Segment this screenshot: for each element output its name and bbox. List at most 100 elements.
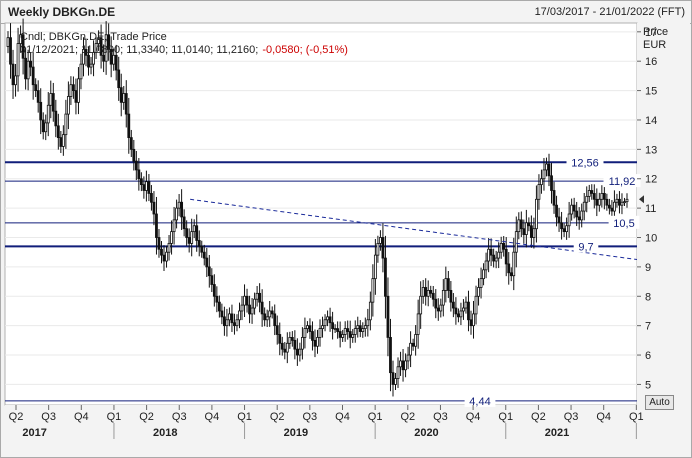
candle-body (165, 251, 168, 262)
candle-body (46, 104, 50, 124)
candle-body (356, 325, 360, 329)
candle-body (535, 198, 538, 230)
candle-body (202, 251, 206, 259)
horizontal-line-label: 10,5 (613, 218, 634, 230)
candle-body (160, 248, 163, 256)
candle-body (401, 360, 405, 371)
candle-body (519, 219, 523, 230)
candle-body (14, 75, 17, 86)
candle-body (129, 137, 133, 150)
candle-body (467, 301, 470, 321)
candle-body (600, 193, 604, 200)
candle-body (316, 337, 319, 347)
candle-body (233, 322, 236, 327)
candle-body (492, 254, 496, 262)
candle-body (421, 287, 425, 297)
candle-body (328, 316, 332, 324)
candle-body (250, 307, 254, 315)
candle-body (308, 325, 312, 332)
date-range: 17/03/2017 - 21/01/2022 (FFT) (534, 6, 685, 18)
candle-body (597, 198, 601, 206)
candle-body (114, 54, 118, 71)
horizontal-line-label-bg (464, 393, 496, 407)
candle-body (107, 34, 111, 50)
candle-body (373, 254, 377, 280)
legend-line2: 31/12/2021; 11,0800; 11,3340; 11,0140; 1… (20, 44, 348, 56)
candle-body (36, 90, 40, 103)
candle-body (220, 310, 224, 318)
candle-body (270, 310, 274, 315)
candle-body (139, 178, 143, 186)
candle-body (353, 328, 357, 335)
candle-body (389, 337, 392, 374)
legend-values: 31/12/2021; 11,0800; 11,3340; 11,0140; 1… (20, 44, 258, 56)
x-year-label: 2021 (545, 427, 569, 439)
candle-body (338, 331, 342, 338)
candle-body (39, 101, 43, 121)
candle-body (431, 292, 435, 300)
candle-body (336, 328, 340, 332)
candle-body (419, 295, 423, 315)
candle-body (575, 210, 579, 218)
candle-body (311, 331, 314, 341)
candle-body (99, 37, 103, 56)
x-quarter-label: Q4 (74, 411, 89, 423)
auto-scale-button[interactable]: Auto (645, 395, 674, 410)
trendline-line[interactable] (190, 198, 638, 261)
candle-body (351, 334, 355, 338)
candle-body (368, 301, 372, 321)
x-year-label: 2019 (284, 427, 308, 439)
y-tick-label: 15 (645, 86, 657, 98)
plot-area[interactable] (4, 22, 638, 406)
last-price-marker (639, 195, 644, 204)
candle-body (132, 148, 136, 162)
candle-body (394, 378, 397, 385)
candle-body (273, 313, 277, 327)
candle-body (34, 84, 38, 91)
candle-body (623, 201, 626, 204)
candle-body (301, 337, 304, 350)
candle-body (550, 175, 553, 191)
candle-body (89, 63, 93, 68)
candle-body (155, 213, 158, 238)
x-quarter-label: Q3 (433, 411, 448, 423)
candle-body (318, 328, 322, 338)
legend-change: -0,0580; (-0,51%) (262, 44, 348, 56)
candle-body (190, 231, 194, 244)
candle-body (268, 310, 272, 318)
candle-body (409, 342, 413, 356)
candle-body (341, 334, 345, 338)
candle-body (580, 210, 584, 221)
candle-body (157, 237, 161, 250)
candle-body (44, 122, 48, 133)
candle-body (56, 125, 60, 138)
x-quarter-label: Q2 (139, 411, 154, 423)
candle-body (509, 272, 513, 277)
y-tick-label: 5 (645, 379, 651, 391)
candle-body (54, 110, 58, 127)
candle-body (66, 96, 70, 115)
candle-body (260, 301, 264, 315)
candle-body (240, 304, 244, 312)
y-tick-label: 10 (645, 233, 657, 245)
candle-body (454, 307, 458, 315)
candle-body (323, 319, 327, 327)
candle-body (97, 37, 100, 44)
candle-body (517, 219, 521, 233)
candle-body (429, 289, 433, 294)
horizontal-line-labels: 12,56 11,92 10,5 9,7 4,44 (464, 155, 641, 408)
candle-body (102, 54, 106, 62)
candle-body (84, 49, 88, 56)
candle-body (243, 295, 246, 306)
candle-body (464, 301, 468, 309)
candle-body (326, 316, 329, 321)
candle-body (248, 304, 251, 315)
candle-body (348, 331, 352, 338)
candle-body (391, 372, 395, 385)
candle-body (361, 328, 365, 332)
candle-body (152, 201, 156, 215)
candle-body (187, 237, 191, 244)
candle-body (540, 178, 543, 186)
candle-body (142, 184, 146, 191)
